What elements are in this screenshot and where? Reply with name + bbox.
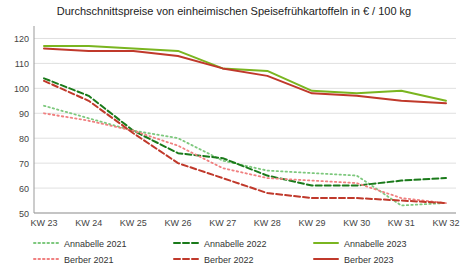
x-tick-label: KW 29 xyxy=(298,218,325,228)
grid-line xyxy=(34,163,456,164)
x-tick-label: KW 31 xyxy=(388,218,415,228)
y-tick-label: 70 xyxy=(19,159,29,169)
x-tick-label: KW 27 xyxy=(209,218,236,228)
y-tick-label: 100 xyxy=(14,84,29,94)
x-tick-label: KW 25 xyxy=(120,218,147,228)
y-tick-label: 110 xyxy=(15,59,29,69)
grid-line xyxy=(34,88,456,89)
x-tick-label: KW 24 xyxy=(75,218,102,228)
legend-swatch xyxy=(34,258,58,260)
y-tick-label: 120 xyxy=(14,34,29,44)
legend-swatch xyxy=(34,242,58,244)
legend-swatch xyxy=(174,258,198,260)
y-tick-label: 50 xyxy=(19,209,29,219)
series-line xyxy=(44,46,446,101)
chart-container: Durchschnittspreise von einheimischen Sp… xyxy=(0,0,468,271)
legend-label: Berber 2021 xyxy=(64,255,114,265)
grid-line xyxy=(34,113,456,114)
legend-swatch xyxy=(314,242,338,244)
legend-label: Annabelle 2021 xyxy=(64,239,127,249)
background xyxy=(0,0,468,271)
x-tick-label: KW 26 xyxy=(164,218,191,228)
x-axis-line xyxy=(34,213,456,214)
chart: Durchschnittspreise von einheimischen Sp… xyxy=(0,0,468,271)
x-tick-label: KW 23 xyxy=(30,218,57,228)
y-tick-label: 90 xyxy=(19,109,29,119)
x-tick-label: KW 28 xyxy=(254,218,281,228)
y-tick-label: 60 xyxy=(19,184,29,194)
y-tick-label: 80 xyxy=(19,134,29,144)
series-line xyxy=(44,113,446,203)
x-tick-label: KW 32 xyxy=(432,218,459,228)
grid-line xyxy=(34,138,456,139)
y-axis-line xyxy=(34,26,35,213)
grid-line xyxy=(34,63,456,64)
legend-label: Berber 2022 xyxy=(204,255,254,265)
legend-swatch xyxy=(314,258,338,260)
grid-line xyxy=(34,213,456,214)
y-axis: 50 60 70 80 90 100 110 120 xyxy=(14,26,456,219)
x-tick-label: KW 30 xyxy=(343,218,370,228)
series-line xyxy=(44,48,446,103)
grid-line xyxy=(34,188,456,189)
legend-label: Berber 2023 xyxy=(344,255,394,265)
legend-label: Annabelle 2022 xyxy=(204,239,267,249)
series-line xyxy=(44,106,446,206)
legend: Annabelle 2021 Annabelle 2022 Annabelle 20… xyxy=(34,239,407,265)
x-axis: KW 23 KW 24 KW 25 KW 26 KW 27 KW 28 KW 29 KW 30… xyxy=(30,218,459,228)
grid-line xyxy=(34,38,456,39)
series-group xyxy=(44,46,446,206)
legend-swatch xyxy=(174,242,198,244)
legend-label: Annabelle 2023 xyxy=(344,239,407,249)
series-line xyxy=(44,78,446,185)
title: Durchschnittspreise von einheimischen Sp… xyxy=(57,5,411,17)
